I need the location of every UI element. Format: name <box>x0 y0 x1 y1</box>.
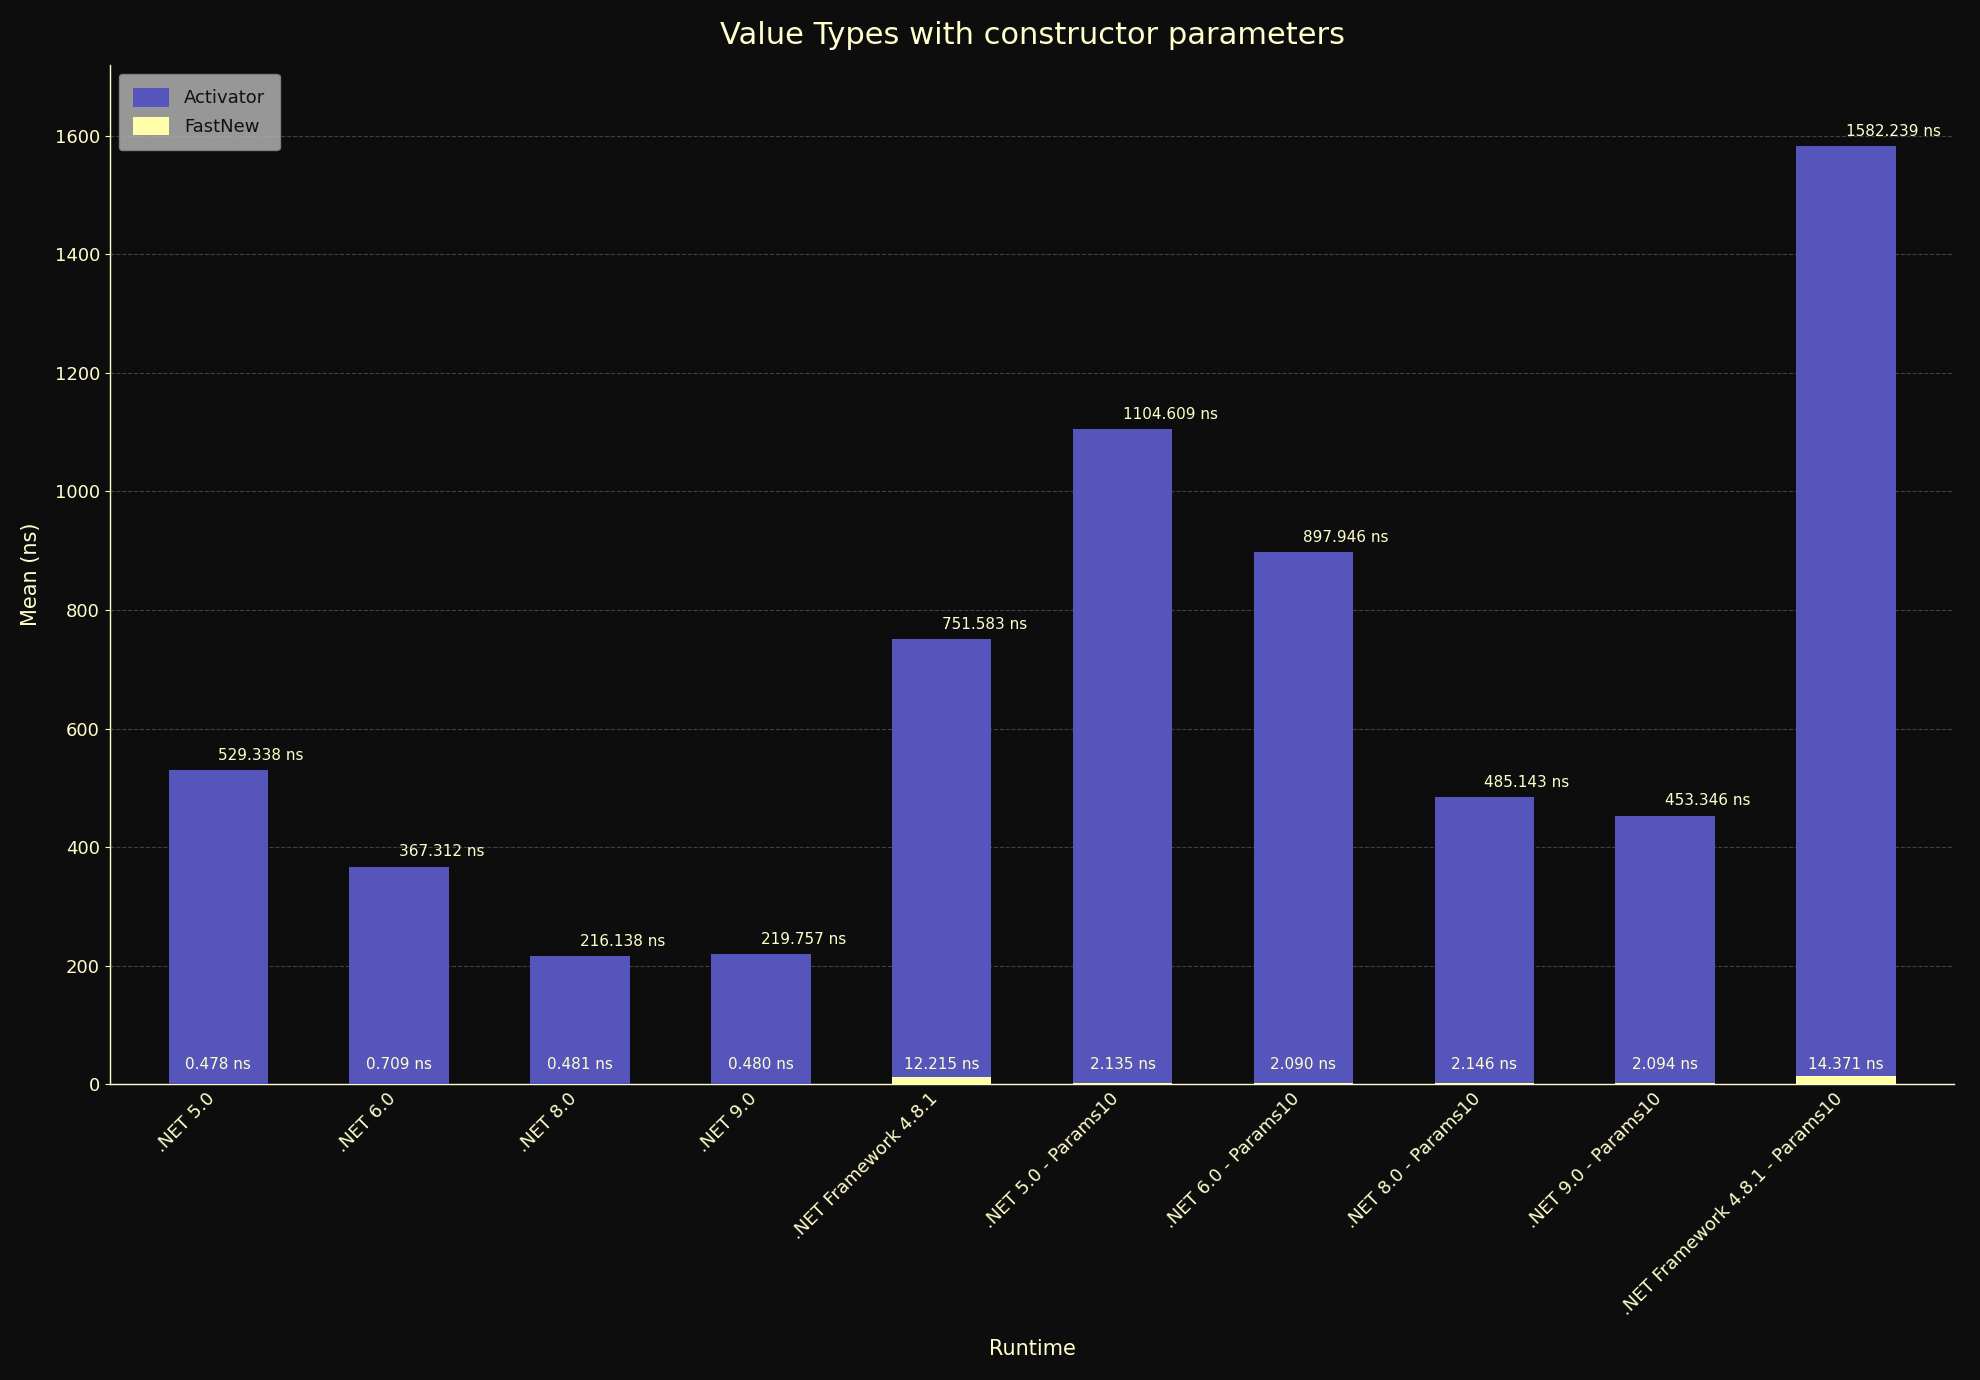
Bar <box>1616 816 1715 1085</box>
Text: 529.338 ns: 529.338 ns <box>218 748 303 763</box>
Bar <box>1073 429 1172 1085</box>
Bar <box>348 867 449 1085</box>
Text: 0.480 ns: 0.480 ns <box>729 1057 794 1072</box>
Text: 216.138 ns: 216.138 ns <box>580 934 665 949</box>
Text: 0.481 ns: 0.481 ns <box>546 1057 614 1072</box>
Text: 485.143 ns: 485.143 ns <box>1485 774 1570 789</box>
Text: 897.946 ns: 897.946 ns <box>1303 530 1388 545</box>
Title: Value Types with constructor parameters: Value Types with constructor parameters <box>719 21 1344 50</box>
X-axis label: Runtime: Runtime <box>988 1339 1075 1359</box>
Text: 2.094 ns: 2.094 ns <box>1632 1057 1699 1072</box>
Bar <box>891 1076 992 1085</box>
Bar <box>1796 1076 1895 1085</box>
Bar <box>1434 796 1534 1085</box>
Bar <box>531 956 630 1085</box>
Text: 1104.609 ns: 1104.609 ns <box>1123 407 1218 422</box>
Y-axis label: Mean (ns): Mean (ns) <box>22 523 42 627</box>
Bar <box>168 770 267 1085</box>
Text: 1582.239 ns: 1582.239 ns <box>1845 124 1940 139</box>
Text: 367.312 ns: 367.312 ns <box>400 845 485 860</box>
Text: 0.478 ns: 0.478 ns <box>186 1057 251 1072</box>
Text: 2.135 ns: 2.135 ns <box>1089 1057 1156 1072</box>
Text: 219.757 ns: 219.757 ns <box>760 932 845 947</box>
Bar <box>1796 146 1895 1085</box>
Text: 2.146 ns: 2.146 ns <box>1451 1057 1517 1072</box>
Bar <box>1253 552 1352 1085</box>
Text: 0.709 ns: 0.709 ns <box>366 1057 432 1072</box>
Text: 14.371 ns: 14.371 ns <box>1808 1057 1883 1072</box>
Legend: Activator, FastNew: Activator, FastNew <box>119 73 279 150</box>
Text: 2.090 ns: 2.090 ns <box>1271 1057 1337 1072</box>
Bar <box>891 639 992 1085</box>
Text: 12.215 ns: 12.215 ns <box>905 1057 980 1072</box>
Text: 751.583 ns: 751.583 ns <box>942 617 1028 632</box>
Bar <box>711 954 810 1085</box>
Text: 453.346 ns: 453.346 ns <box>1665 793 1750 809</box>
